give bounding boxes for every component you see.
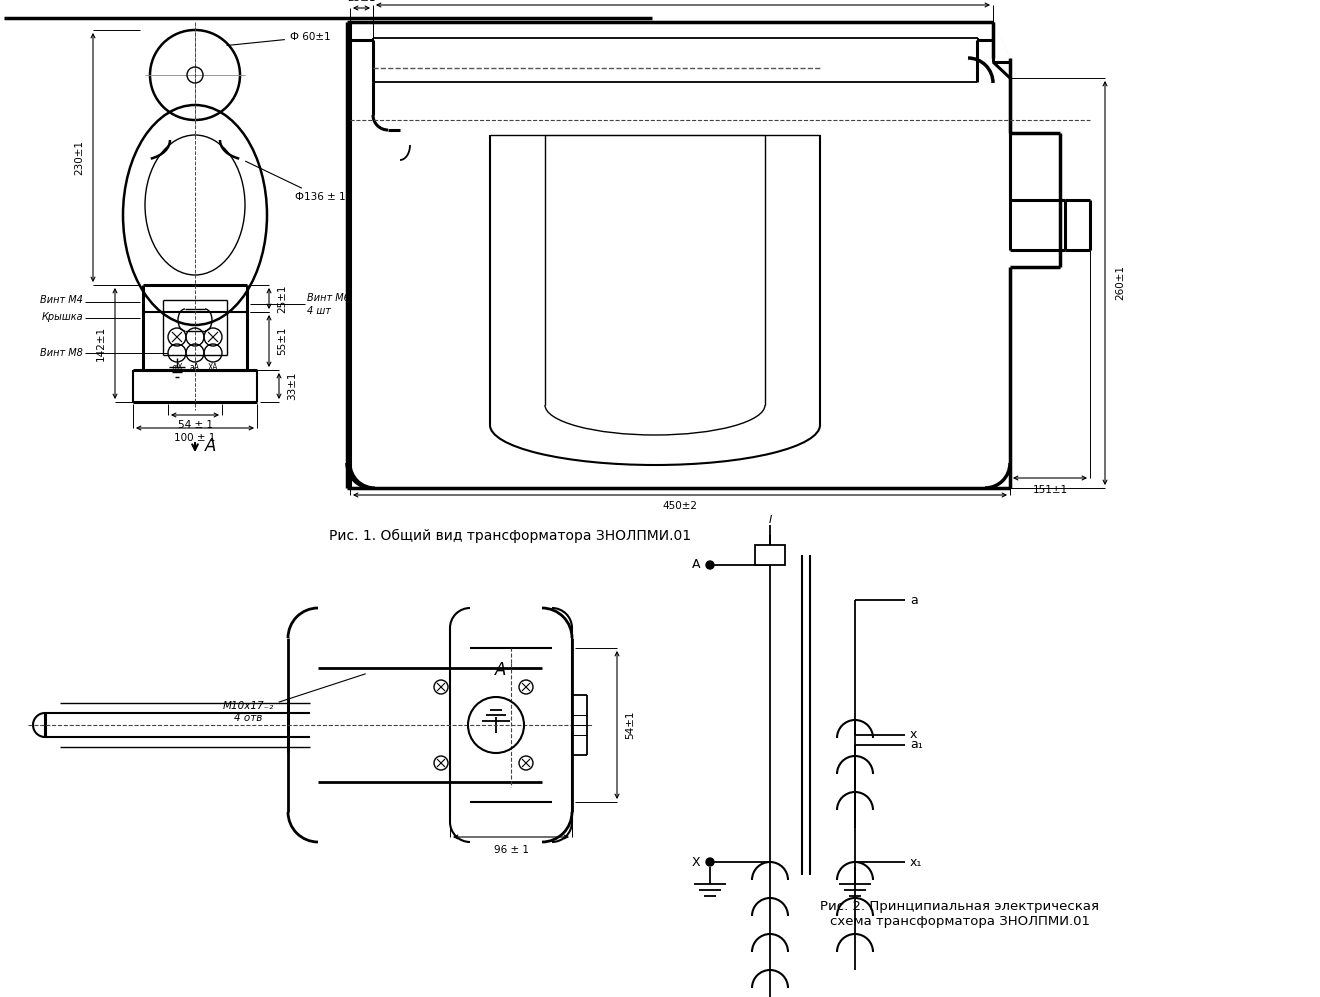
Text: Рис. 1. Общий вид трансформатора ЗНОЛПМИ.01: Рис. 1. Общий вид трансформатора ЗНОЛПМИ…	[329, 529, 692, 543]
Text: 4 шт: 4 шт	[308, 306, 331, 316]
Text: 151±1: 151±1	[1032, 485, 1068, 495]
Text: Крышка: Крышка	[41, 312, 83, 322]
Text: ⊕X: ⊕X	[172, 364, 182, 373]
Text: 54 ± 1: 54 ± 1	[177, 420, 213, 430]
Text: A: A	[495, 661, 506, 679]
Text: 33±1: 33±1	[286, 372, 297, 400]
Text: 260±1: 260±1	[1115, 265, 1125, 300]
Text: a₁: a₁	[909, 739, 923, 752]
Text: x: x	[909, 729, 917, 742]
Text: XА: XА	[207, 364, 218, 373]
Text: X: X	[692, 855, 700, 868]
Text: I: I	[768, 515, 772, 525]
Text: Винт М8: Винт М8	[40, 348, 83, 358]
Text: 55±1: 55±1	[277, 327, 286, 355]
Circle shape	[706, 858, 714, 866]
Text: 54±1: 54±1	[624, 711, 635, 739]
Text: 142±1: 142±1	[96, 326, 106, 361]
Text: 96 ± 1: 96 ± 1	[494, 845, 528, 855]
Text: Винт М6: Винт М6	[308, 293, 350, 303]
Text: x₁: x₁	[909, 855, 923, 868]
Text: Ф136 ± 1: Ф136 ± 1	[246, 162, 346, 202]
Text: Рис. 2. Принципиальная электрическая
схема трансформатора ЗНОЛПМИ.01: Рис. 2. Принципиальная электрическая схе…	[821, 900, 1100, 928]
Text: 450±2: 450±2	[663, 501, 697, 511]
Text: a: a	[909, 593, 917, 606]
Text: aА: aА	[190, 364, 201, 373]
Text: 25±1: 25±1	[277, 284, 286, 313]
Text: Ф 60±1: Ф 60±1	[227, 32, 330, 46]
Text: Винт М4: Винт М4	[40, 295, 83, 305]
Text: 230±1: 230±1	[74, 140, 84, 175]
Bar	[755, 545, 785, 565]
Text: A: A	[205, 437, 216, 455]
Text: 100 ± 1: 100 ± 1	[174, 433, 215, 443]
Text: 25±1: 25±1	[347, 0, 376, 3]
Text: A: A	[692, 558, 700, 571]
Text: M10x17₋₂
4 отв: M10x17₋₂ 4 отв	[222, 674, 366, 723]
Circle shape	[706, 561, 714, 569]
